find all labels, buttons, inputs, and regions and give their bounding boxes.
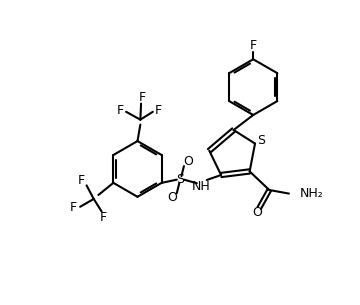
Text: F: F — [155, 104, 162, 117]
Text: F: F — [77, 174, 85, 187]
Text: NH: NH — [192, 180, 211, 192]
Text: O: O — [253, 206, 262, 219]
Text: F: F — [250, 39, 257, 52]
Text: O: O — [167, 191, 177, 204]
Text: F: F — [70, 201, 77, 214]
Text: O: O — [183, 155, 193, 168]
Text: F: F — [139, 91, 146, 104]
Text: F: F — [100, 211, 107, 224]
Text: S: S — [257, 134, 265, 147]
Text: NH₂: NH₂ — [300, 187, 323, 200]
Text: S: S — [176, 173, 184, 186]
Text: F: F — [117, 104, 124, 117]
